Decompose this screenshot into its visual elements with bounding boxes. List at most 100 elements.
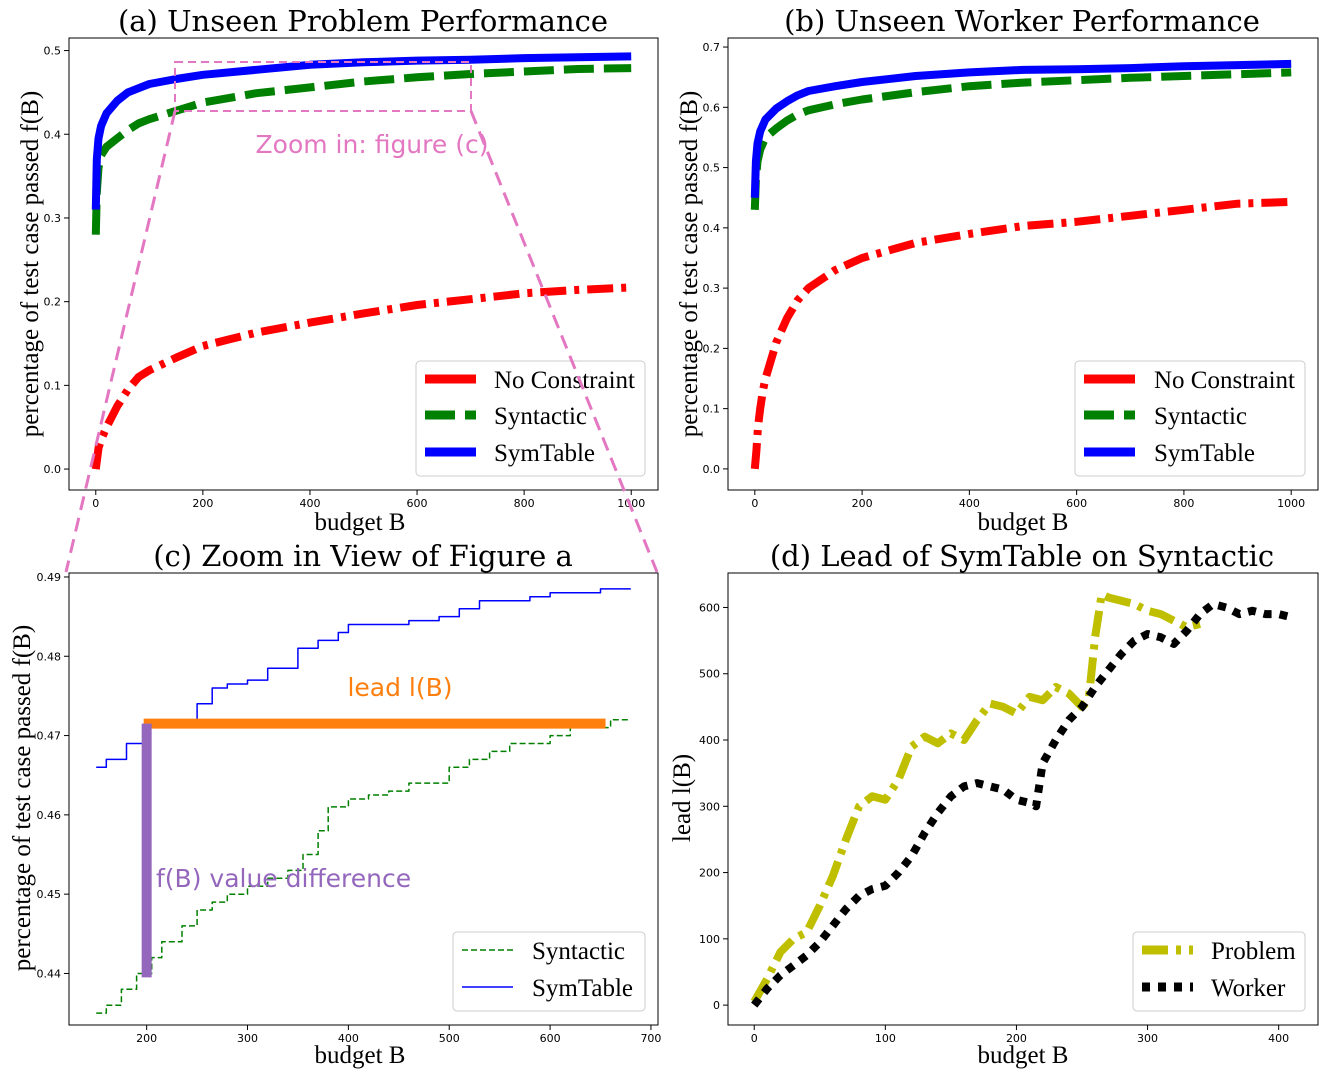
series-line-a-symtable: [91, 52, 632, 210]
legend-label-no-constraint-b: No Constraint: [1154, 367, 1295, 394]
x-tick-label-c-3: 500: [439, 1032, 460, 1045]
series-line-d-problem: [750, 590, 1201, 1004]
x-tick-label-c-0: 200: [136, 1032, 157, 1045]
series-line-d-worker: [751, 600, 1293, 1008]
y-tick-label-c-0: 0.44: [37, 967, 62, 980]
x-axis-label-c: budget B: [315, 1042, 406, 1069]
ticks-b: 0 200 400 600 800 1000 0.0 0.1 0.2 0.3 0.4 0.5 0.6 0.…: [703, 41, 1306, 510]
y-tick-label-b-2: 0.2: [703, 342, 721, 355]
zoom-region-box: [174, 61, 472, 112]
series-line-c-syntactic: [96, 718, 631, 1014]
y-tick-label-c-3: 0.47: [37, 730, 62, 743]
y-tick-label-a-4: 0.4: [44, 128, 62, 141]
series-line-a-no-constraint: [91, 283, 632, 470]
y-axis-label-d: lead l(B): [669, 754, 696, 842]
y-tick-label-d-3: 300: [699, 800, 720, 813]
x-tick-label-d-3: 300: [1137, 1032, 1158, 1045]
legend-box-c: [452, 931, 646, 1012]
legend-label-worker-d: Worker: [1211, 975, 1286, 1002]
x-tick-label-a-3: 600: [407, 497, 428, 510]
legend-a: No Constraint Syntactic SymTable: [415, 360, 646, 477]
x-tick-label-a-0: 0: [92, 497, 99, 510]
lead-annotation: lead l(B): [347, 673, 452, 702]
zoom-connector-right: [469, 110, 659, 573]
y-tick-label-b-4: 0.4: [703, 222, 721, 235]
x-tick-label-d-2: 200: [1006, 1032, 1027, 1045]
y-tick-label-d-6: 600: [699, 601, 720, 614]
y-tick-label-d-0: 0: [713, 999, 720, 1012]
x-tick-label-b-3: 600: [1066, 497, 1087, 510]
annotation-bars-c: [141, 718, 606, 978]
series-line-b-no-constraint: [750, 197, 1292, 470]
axes-frame-c: [68, 572, 659, 1026]
x-tick-label-d-4: 400: [1268, 1032, 1289, 1045]
y-tick-label-d-1: 100: [699, 933, 720, 946]
legend-label-no-constraint-a: No Constraint: [494, 367, 635, 394]
legend-label-symtable-b: SymTable: [1154, 440, 1255, 467]
y-tick-label-b-6: 0.6: [703, 101, 721, 114]
legend-b: No Constraint Syntactic SymTable: [1074, 360, 1306, 477]
x-tick-label-d-0: 0: [751, 1032, 758, 1045]
x-axis-label-a: budget B: [315, 509, 406, 536]
panel-d: (d) Lead of SymTable on Syntactic budget…: [669, 539, 1319, 1069]
y-tick-label-b-0: 0.0: [703, 463, 721, 476]
chart-title-c: (c) Zoom in View of Figure a: [153, 539, 573, 573]
y-tick-label-d-5: 500: [699, 668, 720, 681]
x-tick-label-a-5: 1000: [617, 497, 645, 510]
panel-c: (c) Zoom in View of Figure a budget B pe…: [9, 539, 661, 1069]
y-tick-label-d-2: 200: [699, 867, 720, 880]
legend-c: Syntactic SymTable: [452, 931, 646, 1012]
ticks-a: 0 200 400 600 800 1000 0.0 0.1 0.2 0.3 0.4 0.5: [44, 45, 646, 510]
legend-label-syntactic-b: Syntactic: [1154, 403, 1247, 430]
y-axis-label-c: percentage of test case passed f(B): [9, 625, 36, 971]
x-tick-label-a-4: 800: [514, 497, 535, 510]
x-tick-label-d-1: 100: [875, 1032, 896, 1045]
x-tick-label-c-4: 600: [540, 1032, 561, 1045]
x-tick-label-a-2: 400: [299, 497, 320, 510]
ticks-d: 0 100 200 300 400 0 100 200 300 400 500 600: [699, 601, 1289, 1045]
y-tick-label-a-2: 0.2: [44, 296, 62, 309]
x-tick-label-c-1: 300: [237, 1032, 258, 1045]
y-tick-label-b-1: 0.1: [703, 403, 721, 416]
axes-frame-d: [727, 572, 1319, 1026]
y-tick-label-c-5: 0.49: [37, 571, 62, 584]
y-tick-label-c-4: 0.48: [37, 650, 62, 663]
panel-b: (b) Unseen Worker Performance budget B p…: [676, 4, 1319, 536]
y-axis-label-a: percentage of test case passed f(B): [17, 91, 44, 437]
y-tick-label-a-5: 0.5: [44, 45, 62, 58]
x-tick-label-b-5: 1000: [1277, 497, 1305, 510]
x-tick-label-c-5: 700: [640, 1032, 661, 1045]
x-axis-label-d: budget B: [978, 1042, 1069, 1069]
y-axis-label-b: percentage of test case passed f(B): [676, 91, 703, 437]
panel-a: (a) Unseen Problem Performance budget B …: [17, 4, 659, 536]
x-axis-label-b: budget B: [978, 509, 1069, 536]
legend-box-a: [415, 360, 646, 477]
y-tick-label-d-4: 400: [699, 734, 720, 747]
axes-frame-a: [68, 37, 659, 491]
y-tick-label-b-7: 0.7: [703, 41, 721, 54]
x-tick-label-c-2: 400: [338, 1032, 359, 1045]
legend-label-syntactic-a: Syntactic: [494, 403, 587, 430]
chart-title-d: (d) Lead of SymTable on Syntactic: [770, 539, 1274, 573]
zoom-annotation: Zoom in: figure (c): [256, 130, 489, 159]
y-tick-label-a-0: 0.0: [44, 463, 62, 476]
y-tick-label-b-3: 0.3: [703, 282, 721, 295]
value-difference-annotation: f(B) value difference: [156, 864, 411, 893]
series-line-b-syntactic: [750, 68, 1292, 210]
x-tick-label-b-0: 0: [751, 497, 758, 510]
y-tick-label-a-1: 0.1: [44, 379, 62, 392]
series-group-b: [750, 59, 1292, 470]
legend-d: Problem Worker: [1132, 931, 1306, 1012]
y-tick-label-a-3: 0.3: [44, 212, 62, 225]
y-tick-label-b-5: 0.5: [703, 162, 721, 175]
x-tick-label-b-4: 800: [1173, 497, 1194, 510]
axes-frame-b: [727, 37, 1319, 491]
zoom-connector-left: [64, 110, 177, 573]
y-tick-label-c-1: 0.45: [37, 888, 62, 901]
x-tick-label-a-1: 200: [192, 497, 213, 510]
legend-label-syntactic-c: Syntactic: [532, 938, 625, 965]
x-tick-label-b-2: 400: [959, 497, 980, 510]
chart-title-b: (b) Unseen Worker Performance: [784, 4, 1260, 38]
